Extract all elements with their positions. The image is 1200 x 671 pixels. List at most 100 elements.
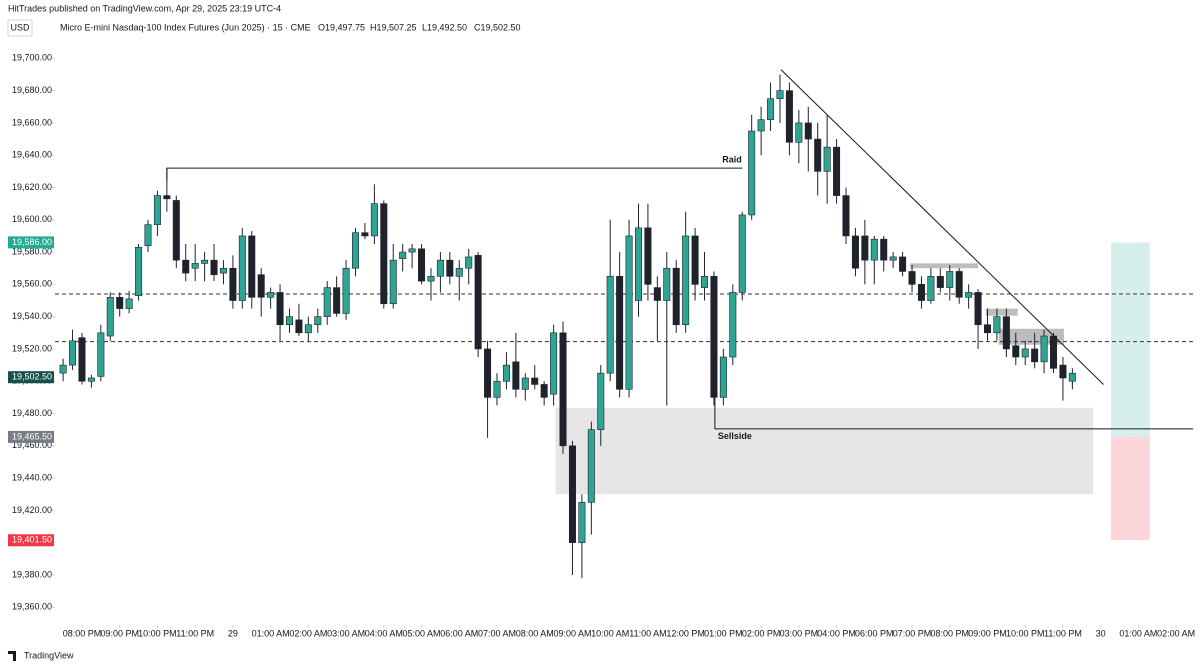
candle-body: [861, 235, 869, 261]
candle-body: [1059, 364, 1067, 379]
candle-body: [540, 384, 548, 398]
candle-body: [446, 259, 454, 277]
candle-body: [719, 356, 727, 398]
level-label: Raid: [722, 155, 742, 165]
symbol: Micro E-mini Nasdaq-100 Index Futures (J…: [60, 22, 311, 32]
candle-body: [606, 275, 614, 374]
currency: USD: [10, 22, 30, 32]
x-tick-label: 10:00 AM: [591, 628, 629, 638]
price-tag: [8, 430, 54, 443]
candle-body: [682, 235, 690, 326]
candle-body: [285, 316, 293, 326]
candle-body: [870, 238, 878, 261]
candle-body: [219, 267, 227, 274]
candle-body: [276, 292, 284, 326]
candle-body: [144, 224, 152, 246]
candle-body: [899, 256, 907, 272]
candle-body: [191, 263, 199, 269]
candle-body: [87, 377, 95, 382]
x-tick-label: 07:00 PM: [893, 628, 932, 638]
x-tick-label: 01:00 AM: [252, 628, 290, 638]
loss-zone: [1111, 436, 1150, 541]
candle-body: [531, 377, 539, 385]
candle-body: [804, 122, 812, 140]
candle-body: [550, 332, 558, 395]
candle-body: [738, 214, 746, 293]
candle-body: [814, 138, 822, 172]
x-tick-label: 11:00 PM: [176, 628, 214, 638]
candle-body: [238, 235, 246, 301]
y-tick-label: 19,700.00: [12, 53, 52, 63]
brand-logo: [8, 651, 16, 661]
candle-body: [333, 287, 341, 314]
candle-body: [135, 246, 143, 296]
candle-body: [59, 364, 67, 374]
candle-body: [418, 248, 426, 282]
zone: [555, 407, 1094, 495]
candle-body: [908, 271, 916, 285]
ohlc-value: O19,497.75: [318, 22, 365, 32]
candle-body: [257, 274, 265, 298]
candle-body: [757, 119, 765, 132]
candle-body: [465, 256, 473, 269]
candle-body: [785, 90, 793, 143]
candle-body: [304, 324, 312, 334]
candle-body: [314, 316, 322, 326]
candle-body: [248, 235, 256, 298]
candle-body: [955, 271, 963, 298]
candle-body: [370, 203, 378, 237]
candle-body: [380, 203, 388, 305]
candle-body: [833, 146, 841, 196]
candle-body: [597, 372, 605, 430]
candle-body: [361, 232, 369, 237]
zone: [998, 328, 1064, 345]
currency-box: [7, 19, 33, 37]
candle-body: [229, 267, 237, 301]
candle-body: [625, 235, 633, 390]
x-tick-label: 08:00 PM: [63, 628, 102, 638]
profit-zone: [1111, 242, 1150, 437]
candle-body: [210, 259, 218, 275]
candle-body: [295, 319, 303, 334]
candle-body: [974, 292, 982, 326]
candle-body: [672, 267, 680, 326]
candle-body: [559, 332, 567, 447]
candle-body: [427, 275, 435, 282]
candle-body: [69, 340, 77, 366]
level-line: [166, 167, 743, 181]
x-tick-label: 09:00 PM: [968, 628, 1007, 638]
x-tick-label: 01:00 PM: [704, 628, 743, 638]
candle-body: [889, 256, 897, 261]
x-tick-label: 08:00 PM: [930, 628, 969, 638]
candle-body: [644, 227, 652, 285]
candle-body: [663, 267, 671, 301]
candle-body: [653, 287, 661, 301]
candle-body: [521, 377, 529, 390]
candle-body: [568, 445, 576, 543]
x-tick-label: 11:00 PM: [1044, 628, 1082, 638]
y-tick-label: 19,460.00: [12, 440, 52, 450]
candle-body: [436, 259, 444, 277]
candle-body: [474, 255, 482, 350]
y-tick-label: 19,420.00: [12, 505, 52, 515]
publisher: HitTrades published on TradingView.com, …: [8, 3, 281, 13]
x-tick-label: 02:00 AM: [289, 628, 327, 638]
candle-body: [983, 324, 991, 334]
brand: TradingView: [24, 650, 74, 660]
y-tick-label: 19,360.00: [12, 602, 52, 612]
candle-body: [748, 130, 756, 216]
candle-body: [78, 337, 86, 382]
x-tick-label: 11:00 AM: [629, 628, 666, 638]
price-tag-label: 19,401.50: [12, 535, 52, 545]
x-tick-label: 10:00 PM: [1006, 628, 1045, 638]
candle-body: [342, 267, 350, 314]
x-tick-label: 10:00 PM: [138, 628, 177, 638]
price-tag-label: 19,465.50: [12, 431, 52, 441]
candle-body: [993, 316, 1001, 334]
y-tick-label: 19,560.00: [12, 279, 52, 289]
candle-body: [106, 296, 114, 337]
candle-body: [616, 275, 624, 390]
candle-body: [795, 122, 803, 143]
candle-body: [153, 195, 161, 225]
candle-body: [352, 232, 360, 269]
